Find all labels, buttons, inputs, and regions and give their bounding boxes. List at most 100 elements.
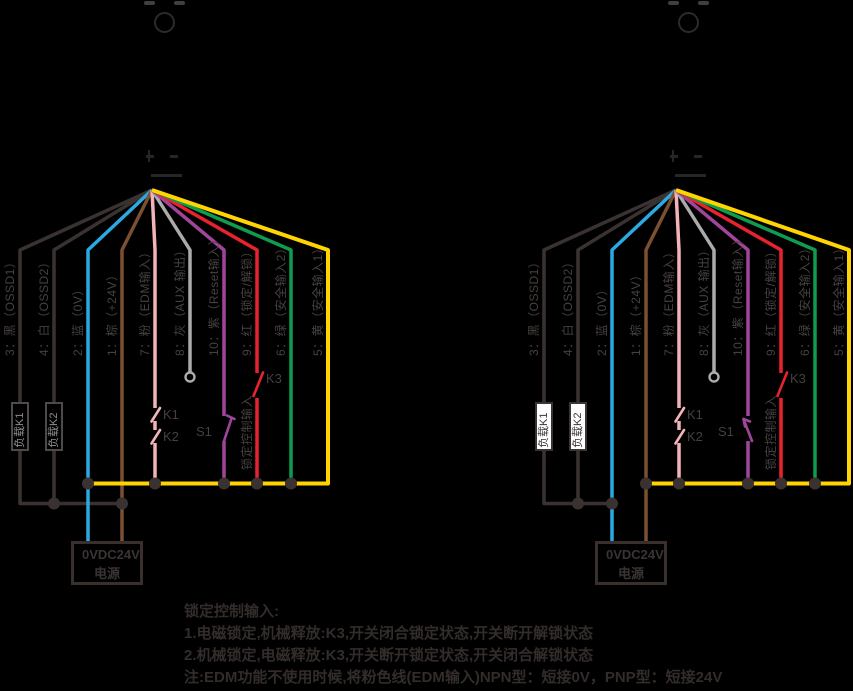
right-diagram-wires [542,188,851,541]
right-wire-label-ossd1: 3：黑（OSSD1） [527,255,541,356]
right-junction-purple-bus [742,477,754,490]
left-power-0v-terminal: 0V [82,547,98,562]
left-connector-mark [147,150,150,162]
right-connector-mark [671,150,674,162]
right-sensor-cap-icon [668,1,679,5]
left-power-name: 电源 [93,566,120,581]
left-switch-k3-contact [252,371,265,398]
right-wire-label-ossd2: 4：白（OSSD2） [561,255,575,356]
left-wire-pink-edm [150,189,157,484]
left-wire-label-ossd2: 4：白（OSSD2） [37,255,51,356]
right-wire-label-reset: 10：紫（Reset输入） [731,232,745,356]
left-load-k2-box: 负载K2 [45,402,63,451]
left-wire-yellow-in1-bus [88,188,330,486]
right-junction-blue-load [606,497,618,510]
right-wire-brown-24v [644,189,678,541]
right-load-k2-box: 负载K2 [569,402,587,451]
left-power-24v-terminal: DC24V [97,547,140,562]
left-wire-label-ossd1: 3：黑（OSSD1） [3,255,17,356]
left-wire-label-edm: 7：粉（EDM输入） [138,245,152,356]
right-switch-k3-label: K3 [790,371,806,386]
right-wire-white-ossd2 [576,188,677,504]
right-wire-label-edm: 7：粉（EDM输入） [662,245,676,356]
notes-line-2: 2.机械锁定,电磁释放:K3,开关断开锁定状态,开关闭合解锁状态 [184,647,594,664]
right-junction-red-bus [775,477,787,490]
right-connector-mark [670,155,678,158]
left-connector-mark [146,155,154,158]
left-diagram-wires [18,188,330,541]
right-wire-black-ossd1 [542,188,677,506]
left-sensor-cap-icon [174,1,185,5]
right-switch-k2-contact [674,428,686,445]
notes-line-1: 1.电磁锁定,机械释放:K3,开关闭合锁定状态,开关断开解锁状态 [184,625,594,642]
right-wire-label-safe2: 6：绿（安全输入2） [798,241,812,356]
left-wire-label-safe1: 5：黄（安全输入1） [311,241,325,356]
right-switch-k2-label: K2 [687,429,703,444]
left-junction-pink-bus [149,477,161,490]
left-wire-white-ossd2 [52,188,153,504]
right-switch-s1-contact [742,417,754,443]
left-wire-label-aux: 8：灰（AUX 输出） [173,243,187,356]
left-sensor-lens-icon [154,12,175,33]
right-switch-k1-contact [674,406,686,423]
left-wire-purple-reset [150,188,226,484]
left-wire-label-lock: 9：红（锁定/解锁） [240,244,254,356]
right-switch-k1-label: K1 [687,407,703,422]
right-wire-green-in2 [675,188,817,484]
right-switch-s1-label: S1 [718,424,734,439]
right-power-name: 电源 [617,566,644,581]
left-switch-s1-contact [222,414,236,443]
left-junction-green-bus [285,477,297,490]
left-junction-blue-bus [82,477,94,490]
left-connector-mark [170,155,178,158]
right-sensor-cap-icon [698,1,709,5]
right-junction-pink-bus [673,477,685,490]
right-wire-label-24v: 1：棕（+24V） [629,268,643,356]
notes-heading: 锁定控制输入: [184,603,279,620]
left-wire-red-lock [151,188,259,484]
right-connector-base [675,174,706,177]
left-lock-control-label: 锁定控制输入 [240,394,254,470]
left-junction-purple-bus [218,477,230,490]
right-junction-load2 [572,497,584,510]
left-switch-s1-label: S1 [196,424,212,439]
right-switch-k3-contact [776,371,789,398]
left-junction-brown-load [116,497,128,510]
right-lock-control-label: 锁定控制输入 [764,394,778,470]
left-load-k1-box: 负载K1 [11,402,29,451]
right-junction-green-bus [809,477,821,490]
left-junction-load2 [48,497,60,510]
left-wire-blue-0v [86,188,154,541]
left-switch-k3-label: K3 [266,371,282,386]
left-wire-green-in2 [151,188,293,484]
right-aux-terminal-circle [708,371,720,383]
right-junction-brown-bus [640,477,652,490]
notes-block: 锁定控制输入: 1.电磁锁定,机械释放:K3,开关闭合锁定状态,开关断开解锁状态… [184,601,722,689]
right-wire-label-0v: 2：蓝（0V） [595,283,609,356]
right-wire-label-lock: 9：红（锁定/解锁） [764,244,778,356]
left-aux-terminal-circle [184,371,196,383]
right-wire-label-aux: 8：灰（AUX 输出） [697,243,711,356]
right-connector-mark [694,155,702,158]
left-switch-k2-label: K2 [163,429,179,444]
right-power-supply-box: 0V DC24V 电源 [595,541,667,585]
left-switch-k1-contact [150,406,162,423]
left-wire-label-reset: 10：紫（Reset输入） [207,232,221,356]
left-wire-label-24v: 1：棕（+24V） [105,268,119,356]
left-sensor-cap-icon [144,1,155,5]
right-sensor-lens-icon [678,12,699,33]
left-wire-brown-24v [120,189,154,541]
right-wire-gray-aux [674,189,716,372]
left-wire-gray-aux [150,189,192,372]
left-switch-k2-contact [150,428,162,445]
left-power-supply-box: 0V DC24V 电源 [71,541,143,585]
left-wire-label-safe2: 6：绿（安全输入2） [274,241,288,356]
left-connector-base [151,174,182,177]
left-switch-k1-label: K1 [163,407,179,422]
right-wire-pink-edm [674,189,681,484]
right-wire-blue-0v [610,188,678,541]
right-load-k1-box: 负载K1 [535,402,553,451]
left-wire-label-0v: 2：蓝（0V） [71,283,85,356]
